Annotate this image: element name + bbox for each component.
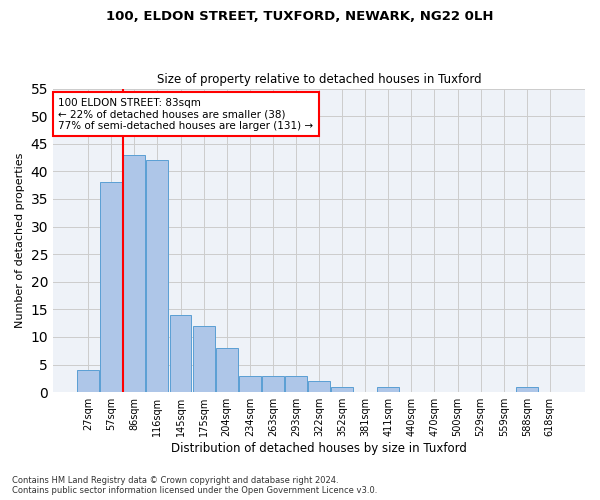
Bar	[239, 376, 261, 392]
Bar	[285, 376, 307, 392]
Bar	[331, 386, 353, 392]
Bar	[124, 155, 145, 392]
Y-axis label: Number of detached properties: Number of detached properties	[15, 152, 25, 328]
Bar	[170, 315, 191, 392]
Bar	[516, 386, 538, 392]
X-axis label: Distribution of detached houses by size in Tuxford: Distribution of detached houses by size …	[171, 442, 467, 455]
Bar	[216, 348, 238, 392]
Text: 100, ELDON STREET, TUXFORD, NEWARK, NG22 0LH: 100, ELDON STREET, TUXFORD, NEWARK, NG22…	[106, 10, 494, 23]
Bar	[146, 160, 169, 392]
Text: Contains HM Land Registry data © Crown copyright and database right 2024.
Contai: Contains HM Land Registry data © Crown c…	[12, 476, 377, 495]
Bar	[77, 370, 99, 392]
Bar	[377, 386, 399, 392]
Bar	[100, 182, 122, 392]
Text: 100 ELDON STREET: 83sqm
← 22% of detached houses are smaller (38)
77% of semi-de: 100 ELDON STREET: 83sqm ← 22% of detache…	[58, 98, 313, 131]
Bar	[308, 381, 330, 392]
Title: Size of property relative to detached houses in Tuxford: Size of property relative to detached ho…	[157, 73, 481, 86]
Bar	[262, 376, 284, 392]
Bar	[193, 326, 215, 392]
